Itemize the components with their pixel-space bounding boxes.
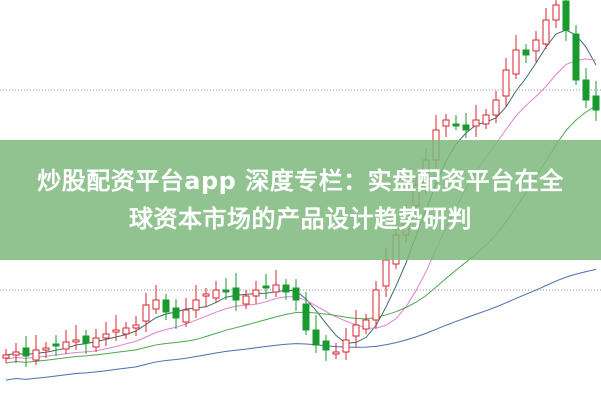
candle-down [452, 123, 460, 127]
candle-up [352, 324, 360, 337]
candle-up [252, 289, 260, 297]
moving-average-line-60 [5, 268, 597, 381]
candle-up [62, 341, 70, 350]
candle-up [32, 349, 40, 361]
candle-up [122, 327, 130, 335]
candle-up [442, 119, 450, 127]
candle-down [562, 0, 570, 31]
candle-down [222, 289, 230, 293]
candle-down [592, 95, 600, 111]
candle-up [42, 347, 50, 351]
candle-up [542, 19, 550, 45]
candle-up [182, 309, 190, 323]
candle-up [192, 299, 200, 311]
candle-up [92, 337, 100, 348]
candle-up [12, 351, 20, 356]
candle-up [552, 4, 560, 21]
title-line-2: 球资本市场的产品设计趋势研判 [129, 205, 472, 233]
candle-up [382, 259, 390, 287]
candle-up [72, 339, 80, 343]
candle-down [462, 124, 470, 131]
candle-down [312, 329, 320, 346]
candle-up [372, 289, 380, 321]
candle-down [302, 303, 310, 331]
candle-down [572, 33, 580, 81]
candle-up [132, 324, 140, 329]
candle-up [362, 319, 370, 330]
candle-down [82, 335, 90, 344]
candle-down [262, 285, 270, 289]
candle-up [242, 295, 250, 305]
candle-up [152, 299, 160, 310]
candle-up [332, 351, 340, 355]
candle-down [322, 340, 330, 351]
candle-up [2, 354, 10, 359]
moving-average-line-5 [5, 29, 597, 356]
candle-up [142, 304, 150, 322]
candle-up [342, 339, 350, 353]
candle-up [272, 284, 280, 293]
candle-up [202, 293, 210, 297]
candle-down [52, 343, 60, 347]
title-banner: 炒股配资平台app 深度专栏：实盘配资平台在全 球资本市场的产品设计趋势研判 [0, 140, 601, 260]
candle-up [502, 69, 510, 97]
candle-down [582, 79, 590, 101]
candle-up [212, 289, 220, 299]
candle-up [112, 329, 120, 333]
candle-down [522, 49, 530, 56]
title-line-1: 炒股配资平台app 深度专栏：实盘配资平台在全 [37, 167, 564, 195]
candle-up [492, 99, 500, 116]
candle-up [102, 333, 110, 339]
candle-down [162, 299, 170, 313]
candle-up [532, 39, 540, 52]
candle-down [22, 347, 30, 357]
candle-down [172, 307, 180, 319]
candle-up [472, 119, 480, 127]
candle-up [512, 49, 520, 75]
candle-down [282, 284, 290, 293]
candle-down [232, 287, 240, 301]
candle-down [292, 287, 300, 301]
candle-up [482, 114, 490, 125]
